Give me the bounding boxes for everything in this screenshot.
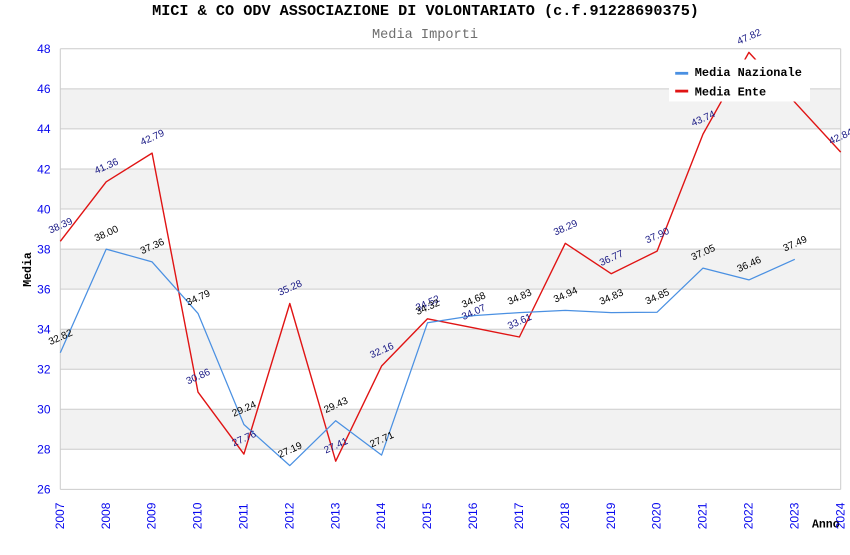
svg-text:2008: 2008 [99,502,113,529]
svg-text:2010: 2010 [191,502,205,529]
svg-text:2013: 2013 [328,502,342,529]
svg-text:2007: 2007 [53,502,67,529]
svg-text:2011: 2011 [237,503,251,529]
svg-text:2016: 2016 [466,502,480,529]
svg-text:Anno: Anno [812,519,840,532]
svg-text:Media: Media [22,252,35,287]
svg-text:36: 36 [37,282,51,296]
svg-text:2015: 2015 [420,502,434,529]
svg-text:48: 48 [37,42,51,56]
svg-text:2021: 2021 [696,502,710,529]
svg-text:40: 40 [37,202,51,216]
svg-text:2009: 2009 [145,502,159,529]
svg-text:Media Ente: Media Ente [695,85,766,99]
svg-text:44: 44 [37,122,51,136]
svg-text:MICI & CO ODV ASSOCIAZIONE DI: MICI & CO ODV ASSOCIAZIONE DI VOLONTARIA… [152,2,699,20]
svg-text:2022: 2022 [742,502,756,529]
svg-text:34: 34 [37,323,51,337]
svg-text:Media Nazionale: Media Nazionale [695,66,802,80]
svg-text:28: 28 [37,443,51,457]
svg-text:2017: 2017 [512,502,526,529]
svg-text:26: 26 [37,483,51,497]
svg-text:2012: 2012 [282,502,296,529]
svg-text:2023: 2023 [787,502,801,529]
svg-text:42: 42 [37,162,51,176]
svg-text:2024: 2024 [833,502,847,529]
svg-text:Media Importi: Media Importi [372,28,478,43]
svg-text:2019: 2019 [604,502,618,529]
svg-text:2018: 2018 [558,502,572,529]
svg-text:30: 30 [37,403,51,417]
svg-text:38: 38 [37,242,51,256]
svg-text:46: 46 [37,82,51,96]
svg-text:2020: 2020 [650,502,664,529]
svg-text:2014: 2014 [374,502,388,529]
svg-text:32: 32 [37,363,51,377]
